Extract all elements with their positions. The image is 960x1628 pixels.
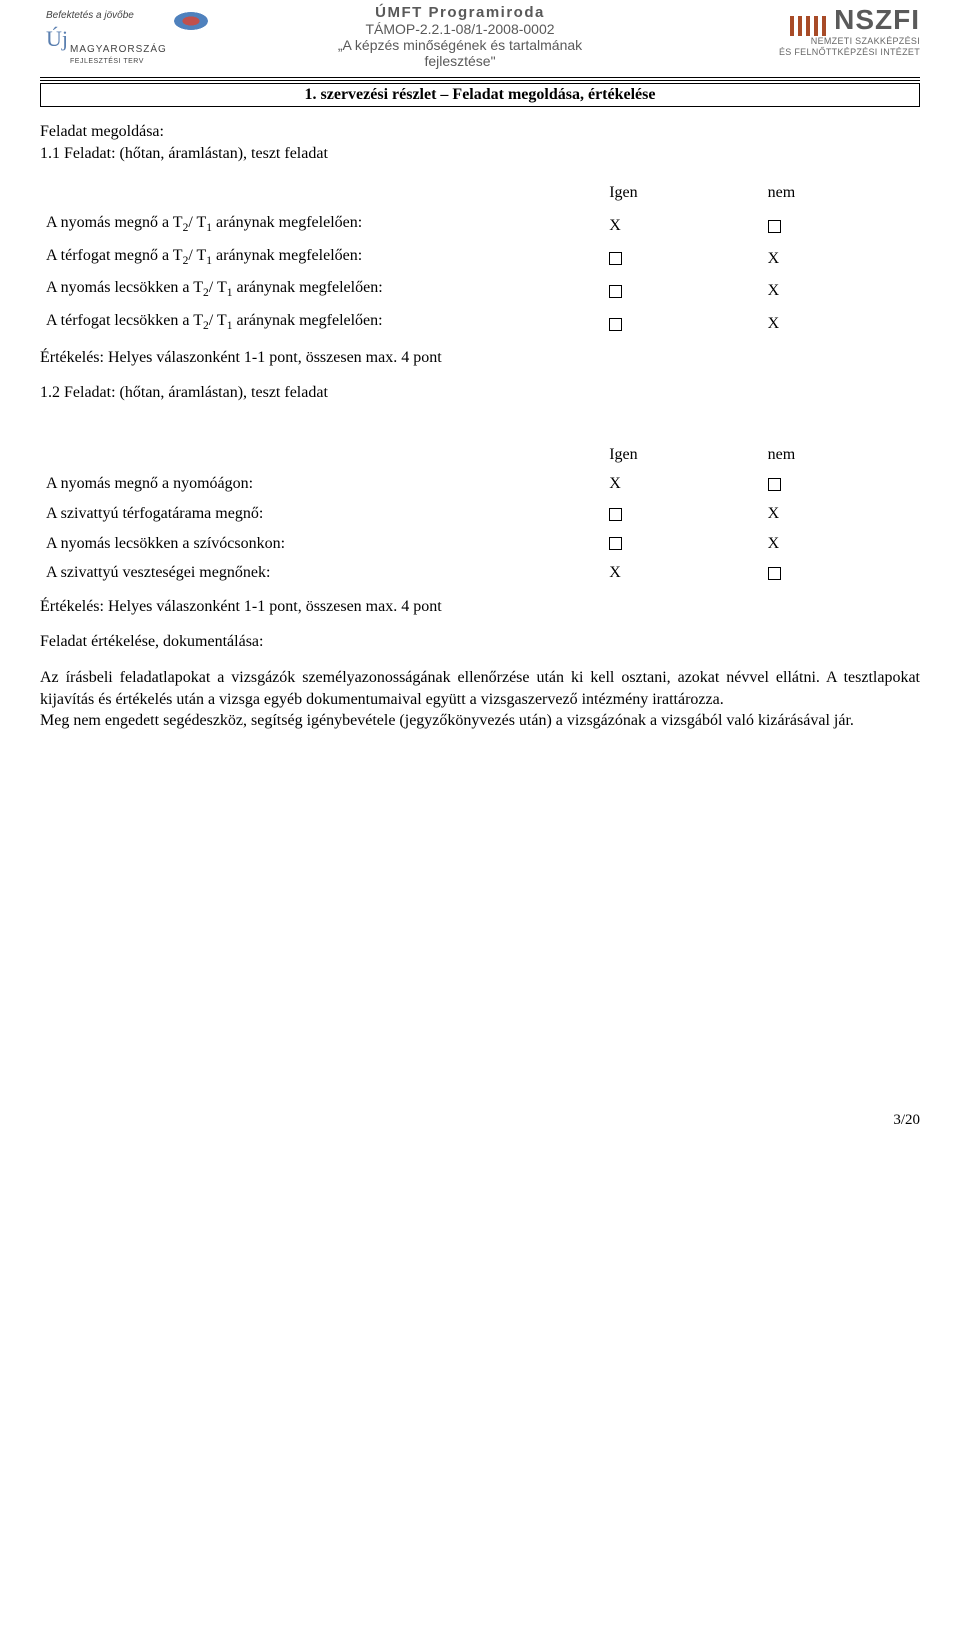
task2-row-yes: [603, 529, 761, 559]
col-no-header-2: nem: [762, 440, 920, 470]
logo-right-top: NSZFI: [690, 4, 920, 36]
page-number: 3/20: [893, 1112, 920, 1128]
blank-header-2: [40, 440, 603, 470]
task1-row-no: X: [762, 306, 920, 339]
task1-row-yes: [603, 241, 761, 274]
logo-right-acronym: NSZFI: [834, 4, 920, 35]
task1-row-yes: [603, 273, 761, 306]
task1-row-no: [762, 208, 920, 241]
task2-row: A nyomás lecsökken a szívócsonkon: X: [40, 529, 920, 559]
checkbox-icon: [609, 252, 622, 265]
task1-row-label: A térfogat lecsökken a T2/ T1 aránynak m…: [40, 306, 603, 339]
section-title-box: 1. szervezési részlet – Feladat megoldás…: [40, 83, 920, 107]
logo-left: Befektetés a jövőbe Új MAGYARORSZÁG FEJL…: [40, 4, 230, 64]
task1-row: A nyomás lecsökken a T2/ T1 aránynak meg…: [40, 273, 920, 306]
task1-row-yes: X: [603, 208, 761, 241]
logo-left-brand-rest: MAGYARORSZÁG FEJLESZTÉSI TERV: [70, 44, 167, 66]
task2-title: 1.2 Feladat: (hőtan, áramlástan), teszt …: [40, 382, 920, 404]
task1-title: 1.1 Feladat: (hőtan, áramlástan), teszt …: [40, 143, 920, 165]
solution-heading: Feladat megoldása:: [40, 121, 920, 143]
task1-row-label: A nyomás megnő a T2/ T1 aránynak megfele…: [40, 208, 603, 241]
logo-right: NSZFI NEMZETI SZAKKÉPZÉSI ÉS FELNŐTTKÉPZ…: [690, 4, 920, 64]
document-body: Feladat megoldása: 1.1 Feladat: (hőtan, …: [40, 121, 920, 732]
task2-row-yes: [603, 499, 761, 529]
task1-row: A nyomás megnő a T2/ T1 aránynak megfele…: [40, 208, 920, 241]
logo-left-emblem-icon: [174, 12, 208, 30]
paragraph-2: Meg nem engedett segédeszköz, segítség i…: [40, 710, 920, 732]
checkbox-icon: [609, 318, 622, 331]
task2-row-no: X: [762, 499, 920, 529]
task2-row-no: [762, 558, 920, 588]
logo-left-brand-rest-text: MAGYARORSZÁG: [70, 44, 167, 55]
task2-row-no: X: [762, 529, 920, 559]
task2-eval: Értékelés: Helyes válaszonként 1-1 pont,…: [40, 596, 920, 618]
task1-row-no: X: [762, 241, 920, 274]
blank-header: [40, 178, 603, 208]
header-line4: fejlesztése": [240, 53, 680, 69]
task2-row-no: [762, 469, 920, 499]
logo-right-sub2: ÉS FELNŐTTKÉPZÉSI INTÉZET: [690, 47, 920, 58]
task2-row-label: A nyomás megnő a nyomóágon:: [40, 469, 603, 499]
col-yes-header-2: Igen: [603, 440, 761, 470]
task1-header-row: Igen nem: [40, 178, 920, 208]
task1-row: A térfogat megnő a T2/ T1 aránynak megfe…: [40, 241, 920, 274]
logo-right-sub1: NEMZETI SZAKKÉPZÉSI: [690, 36, 920, 47]
header-line3: „A képzés minőségének és tartalmának: [240, 37, 680, 53]
checkbox-icon: [609, 508, 622, 521]
task2-row: A nyomás megnő a nyomóágon:X: [40, 469, 920, 499]
header-line1: ÚMFT Programiroda: [240, 4, 680, 21]
checkbox-icon: [768, 567, 781, 580]
task1-row-yes: [603, 306, 761, 339]
task1-row-no: X: [762, 273, 920, 306]
logo-left-motto: Befektetés a jövőbe: [46, 10, 134, 21]
task2-row-label: A nyomás lecsökken a szívócsonkon:: [40, 529, 603, 559]
task1-row-label: A nyomás lecsökken a T2/ T1 aránynak meg…: [40, 273, 603, 306]
header-rule: [40, 77, 920, 81]
task2-row-yes: X: [603, 469, 761, 499]
task1-eval: Értékelés: Helyes válaszonként 1-1 pont,…: [40, 347, 920, 369]
logo-right-bars-icon: [790, 16, 830, 36]
checkbox-icon: [609, 285, 622, 298]
task2-row-yes: X: [603, 558, 761, 588]
doc-heading: Feladat értékelése, dokumentálása:: [40, 631, 920, 653]
task1-row: A térfogat lecsökken a T2/ T1 aránynak m…: [40, 306, 920, 339]
task1-row-label: A térfogat megnő a T2/ T1 aránynak megfe…: [40, 241, 603, 274]
task2-header-row: Igen nem: [40, 440, 920, 470]
header-line2: TÁMOP-2.2.1-08/1-2008-0002: [240, 21, 680, 37]
paragraph-1: Az írásbeli feladatlapokat a vizsgázók s…: [40, 667, 920, 710]
logo-left-brand-sub: FEJLESZTÉSI TERV: [70, 58, 144, 65]
task2-row-label: A szivattyú veszteségei megnőnek:: [40, 558, 603, 588]
task2-row: A szivattyú veszteségei megnőnek:X: [40, 558, 920, 588]
page-footer: 3/20: [40, 1112, 920, 1129]
col-no-header: nem: [762, 178, 920, 208]
task1-table: Igen nem A nyomás megnő a T2/ T1 arányna…: [40, 178, 920, 338]
task2-row: A szivattyú térfogatárama megnő: X: [40, 499, 920, 529]
task2-row-label: A szivattyú térfogatárama megnő:: [40, 499, 603, 529]
section-title: 1. szervezési részlet – Feladat megoldás…: [49, 86, 911, 104]
col-yes-header: Igen: [603, 178, 761, 208]
task2-table: Igen nem A nyomás megnő a nyomóágon:XA s…: [40, 440, 920, 588]
page-header: Befektetés a jövőbe Új MAGYARORSZÁG FEJL…: [40, 0, 920, 77]
checkbox-icon: [609, 537, 622, 550]
checkbox-icon: [768, 220, 781, 233]
checkbox-icon: [768, 478, 781, 491]
logo-left-brand-script: Új: [46, 26, 68, 52]
header-center: ÚMFT Programiroda TÁMOP-2.2.1-08/1-2008-…: [230, 4, 690, 69]
